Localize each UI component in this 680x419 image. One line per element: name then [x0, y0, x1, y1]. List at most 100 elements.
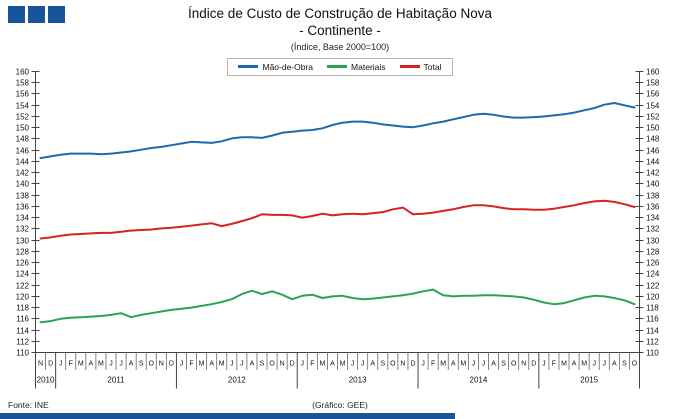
- y-tick-label-right: 110: [646, 348, 659, 357]
- x-month-label: N: [521, 361, 526, 368]
- logo-square-3: [48, 6, 65, 23]
- logo-square-2: [28, 6, 45, 23]
- x-month-label: J: [472, 361, 476, 368]
- x-month-label: D: [290, 361, 295, 368]
- legend-label: Mão-de-Obra: [262, 61, 314, 72]
- y-tick-label-right: 130: [646, 236, 660, 245]
- y-tick-label-right: 152: [646, 112, 660, 121]
- y-tick-label-right: 112: [646, 337, 659, 346]
- y-tick-label-left: 134: [16, 213, 30, 222]
- x-month-label: A: [250, 361, 255, 368]
- x-month-label: N: [280, 361, 285, 368]
- legend-label: Total: [423, 61, 442, 72]
- x-month-label: O: [269, 361, 275, 368]
- chart-region-subtitle: - Continente -: [299, 22, 381, 38]
- x-month-label: J: [109, 361, 113, 368]
- y-tick-label-left: 112: [16, 337, 29, 346]
- x-month-label: O: [390, 361, 396, 368]
- x-month-label: S: [139, 361, 144, 368]
- y-tick-label-left: 160: [16, 67, 30, 76]
- x-month-label: M: [581, 361, 587, 368]
- y-tick-label-left: 124: [16, 269, 30, 278]
- bottom-accent-bar: [0, 413, 455, 419]
- x-month-label: F: [552, 361, 556, 368]
- x-month-label: N: [400, 361, 405, 368]
- y-tick-label-right: 122: [646, 281, 660, 290]
- x-month-label: N: [38, 361, 43, 368]
- y-tick-label-right: 124: [646, 269, 660, 278]
- x-month-label: S: [380, 361, 385, 368]
- y-tick-label-left: 156: [16, 89, 30, 98]
- y-tick-label-right: 126: [646, 258, 660, 267]
- y-tick-label-left: 146: [16, 146, 30, 155]
- y-tick-label-right: 150: [646, 123, 660, 132]
- x-month-label: A: [129, 361, 134, 368]
- y-tick-label-left: 140: [16, 179, 30, 188]
- x-month-label: M: [440, 361, 446, 368]
- x-month-label: J: [351, 361, 355, 368]
- y-tick-label-right: 148: [646, 134, 660, 143]
- y-tick-label-right: 146: [646, 146, 660, 155]
- series-line-total: [39, 199, 636, 240]
- legend-label: Materiais: [351, 61, 386, 72]
- x-month-label: J: [59, 361, 63, 368]
- x-month-label: O: [632, 361, 638, 368]
- y-tick-label-right: 138: [646, 191, 660, 200]
- x-month-label: F: [69, 361, 73, 368]
- x-month-label: J: [421, 361, 425, 368]
- x-month-label: D: [48, 361, 53, 368]
- x-month-label: J: [230, 361, 234, 368]
- x-month-label: J: [119, 361, 123, 368]
- x-month-label: N: [159, 361, 164, 368]
- y-tick-label-left: 144: [16, 157, 30, 166]
- x-month-label: A: [89, 361, 94, 368]
- legend-item-m-o-de-obra: Mão-de-Obra: [238, 62, 313, 72]
- x-month-label: J: [240, 361, 244, 368]
- x-month-label: M: [319, 361, 325, 368]
- x-month-label: D: [531, 361, 536, 368]
- y-tick-label-right: 154: [646, 101, 660, 110]
- x-month-label: A: [612, 361, 617, 368]
- x-month-label: A: [209, 361, 214, 368]
- credit-note: (Gráfico: GEE): [312, 400, 368, 410]
- y-tick-label-left: 138: [16, 191, 30, 200]
- y-tick-label-right: 116: [646, 314, 659, 323]
- x-year-label: 2011: [107, 376, 125, 385]
- x-month-label: A: [370, 361, 375, 368]
- y-tick-label-left: 122: [16, 281, 30, 290]
- x-month-label: O: [511, 361, 517, 368]
- y-tick-label-left: 154: [16, 101, 30, 110]
- x-month-label: J: [180, 361, 184, 368]
- x-year-label: 2013: [349, 376, 367, 385]
- x-month-label: J: [301, 361, 305, 368]
- gee-logo: [8, 6, 65, 23]
- series-line-m-o-de-obra: [39, 102, 636, 160]
- y-tick-label-right: 118: [646, 303, 659, 312]
- x-month-label: M: [219, 361, 225, 368]
- x-month-label: M: [199, 361, 205, 368]
- series-line-materiais: [39, 288, 636, 324]
- x-month-label: A: [572, 361, 577, 368]
- legend-line-swatch: [238, 65, 259, 68]
- y-tick-label-right: 128: [646, 247, 660, 256]
- x-month-label: S: [501, 361, 506, 368]
- x-month-label: M: [78, 361, 84, 368]
- y-tick-label-left: 148: [16, 134, 30, 143]
- y-tick-label-left: 136: [16, 202, 30, 211]
- x-month-label: J: [592, 361, 596, 368]
- y-tick-label-right: 120: [646, 292, 660, 301]
- y-tick-label-left: 132: [16, 224, 30, 233]
- x-month-label: M: [98, 361, 104, 368]
- chart-title: Índice de Custo de Construção de Habitaç…: [188, 6, 492, 21]
- y-tick-label-right: 142: [646, 168, 660, 177]
- y-tick-label-right: 114: [646, 326, 659, 335]
- x-month-label: J: [603, 361, 607, 368]
- x-month-label: F: [310, 361, 314, 368]
- title-block: Índice de Custo de Construção de Habitaç…: [0, 6, 680, 53]
- x-month-label: M: [340, 361, 346, 368]
- x-month-label: F: [189, 361, 193, 368]
- y-tick-label-left: 130: [16, 236, 30, 245]
- x-month-label: A: [330, 361, 335, 368]
